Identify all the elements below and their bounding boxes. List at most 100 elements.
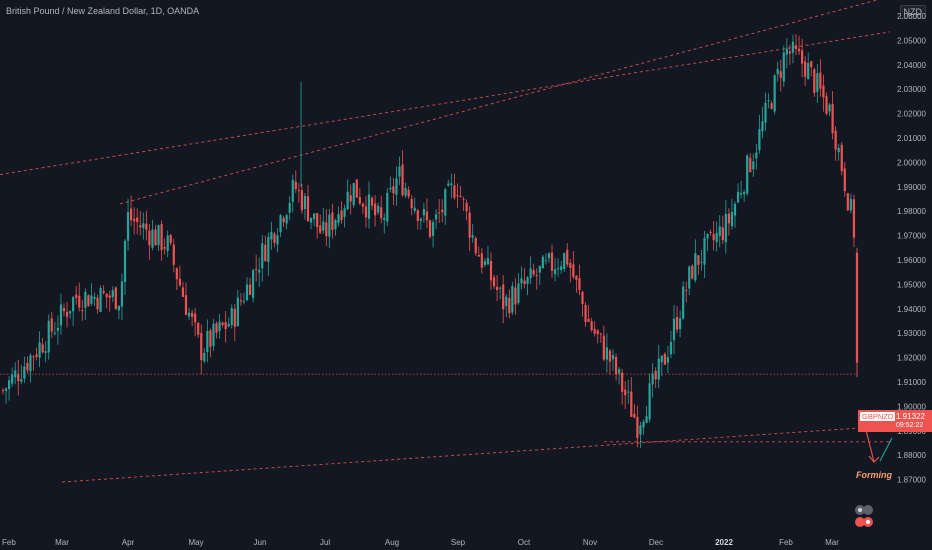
candle-body [331, 212, 334, 231]
candle-body [111, 290, 114, 298]
candle-body [1, 390, 5, 392]
candle-body [679, 318, 682, 330]
time-axis[interactable]: Feb Mar Apr May Jun Jul Aug Sep Oct Nov Dec 2022 Feb… [2, 538, 839, 547]
candle-body [242, 301, 246, 303]
price-tick-label: 2.03000 [897, 85, 926, 94]
candle-body [502, 284, 505, 310]
candle-body [325, 222, 328, 237]
candle-body [444, 189, 447, 216]
candle-body [14, 370, 17, 378]
candle-body [852, 199, 856, 238]
time-tick-label: Feb [779, 538, 793, 547]
trendline[interactable] [0, 31, 891, 176]
candle-body [547, 253, 551, 259]
candle-body [825, 96, 828, 114]
candle-body [486, 258, 490, 265]
candle-body [383, 217, 386, 221]
candle-body [20, 379, 23, 382]
candle-body [300, 190, 303, 211]
candlesticks [1, 33, 859, 448]
candle-body [395, 178, 398, 195]
candle-body [120, 281, 124, 307]
candle-body [724, 213, 727, 243]
candle-body [794, 45, 798, 50]
candle-body [50, 318, 53, 332]
candle-body [90, 295, 93, 304]
price-tick-label: 2.06000 [897, 12, 926, 21]
candle-body [578, 278, 581, 290]
candle-body [340, 210, 343, 221]
candle-body [346, 191, 349, 210]
candle-body [761, 121, 764, 132]
candle-body [810, 61, 813, 68]
time-tick-label: Aug [385, 538, 399, 547]
candle-body [166, 235, 169, 252]
candle-body [508, 297, 511, 314]
price-tick-label: 1.96000 [897, 256, 926, 265]
currency-button[interactable]: NZD [899, 5, 926, 19]
candle-body [685, 290, 688, 292]
price-tick-label: 1.97000 [897, 232, 926, 241]
candle-body [279, 215, 282, 232]
candle-body [252, 270, 255, 298]
candle-body [776, 68, 779, 75]
candle-body [285, 215, 288, 224]
candle-body [804, 61, 807, 77]
candle-body [172, 244, 175, 265]
candle-body [669, 341, 673, 355]
candle-body [587, 318, 590, 322]
candle-body [480, 253, 483, 268]
candle-body [523, 280, 526, 285]
candle-body [139, 225, 142, 228]
candle-body [791, 41, 795, 53]
candle-body [306, 196, 310, 222]
candle-body [349, 195, 352, 202]
candle-body [218, 321, 221, 331]
up-arrow-icon [879, 437, 893, 462]
candle-body [855, 252, 859, 363]
candle-body [520, 278, 523, 284]
price-tick-label: 1.91000 [897, 378, 926, 387]
time-tick-label: Mar [825, 538, 839, 547]
candle-body [407, 189, 410, 197]
candle-body [492, 277, 496, 287]
candle-body [17, 373, 20, 382]
candle-body [715, 233, 718, 243]
candle-body [477, 255, 480, 257]
price-tick-label: 1.92000 [897, 354, 926, 363]
candle-body [633, 413, 636, 418]
candle-body [566, 249, 569, 265]
candle-body [352, 183, 355, 206]
candle-body [721, 227, 724, 241]
candle-body [203, 352, 206, 362]
trendline[interactable] [119, 0, 890, 205]
candle-body [840, 144, 843, 172]
candle-body [35, 354, 38, 357]
candle-body [797, 48, 801, 52]
candle-body [718, 226, 721, 236]
candle-body [96, 297, 99, 310]
time-tick-label: Dec [649, 538, 663, 547]
candle-body [663, 353, 666, 365]
candle-body [105, 293, 108, 298]
candle-body [614, 356, 618, 375]
candle-body [767, 100, 770, 102]
candle-body [319, 225, 322, 233]
last-price-badge: GBPNZD 1.91322 09:52:22 [858, 410, 932, 432]
candle-body [255, 268, 258, 270]
candle-body [416, 210, 419, 221]
trendlines[interactable] [0, 0, 891, 483]
candle-body [816, 73, 819, 92]
price-tick-label: 1.88000 [897, 451, 926, 460]
candle-body [700, 261, 703, 263]
candle-body [343, 208, 346, 217]
candle-body [496, 286, 499, 290]
price-axis[interactable]: 2.06000 2.05000 2.04000 2.03000 2.02000 2.010… [897, 12, 926, 485]
candle-body [450, 183, 453, 186]
candle-body [114, 287, 117, 309]
candle-body [618, 369, 621, 374]
trendline[interactable] [61, 425, 891, 483]
candle-body [130, 208, 133, 221]
time-tick-label: Feb [2, 538, 16, 547]
